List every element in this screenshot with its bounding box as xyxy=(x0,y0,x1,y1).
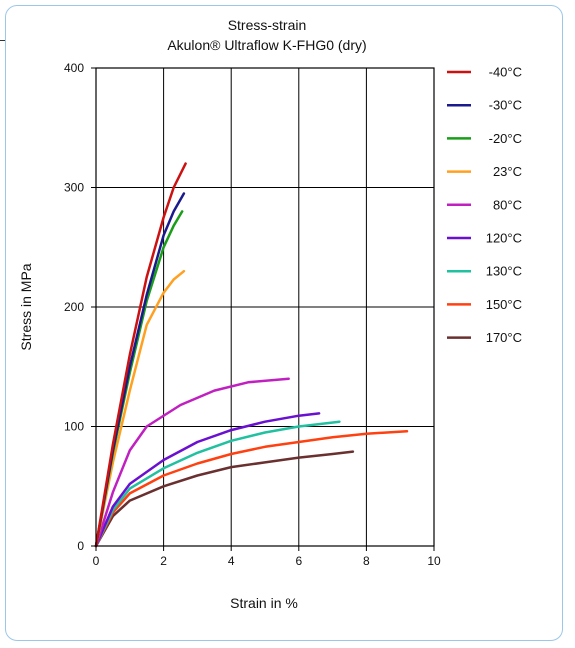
legend-label: 130°C xyxy=(486,264,522,279)
legend-label: 150°C xyxy=(486,297,522,312)
legend: -40°C -30°C -20°C 23°C 80°C 120°C 130°C 150°C 17… xyxy=(447,65,522,345)
x-tick-labels: 0 2 4 6 8 10 xyxy=(93,546,441,568)
series-line xyxy=(94,450,355,548)
y-axis-label: Stress in MPa xyxy=(18,263,34,350)
series-line xyxy=(94,412,321,548)
legend-label: 23°C xyxy=(493,164,522,179)
y-tick-label: 100 xyxy=(64,420,84,434)
x-tick-label: 8 xyxy=(363,554,370,568)
corner-mark xyxy=(0,40,5,41)
legend-label: 120°C xyxy=(486,231,522,246)
y-tick-labels: 0 100 200 300 400 xyxy=(64,61,96,553)
chart-subtitle: Akulon® Ultraflow K-FHG0 (dry) xyxy=(167,37,366,53)
x-tick-label: 0 xyxy=(93,554,100,568)
series-line xyxy=(94,269,186,548)
grid xyxy=(95,67,435,547)
x-axis-label: Strain in % xyxy=(230,595,298,611)
legend-label: 80°C xyxy=(493,197,522,212)
legend-label: -30°C xyxy=(489,98,522,113)
series-line xyxy=(94,420,341,548)
chart-title: Stress-strain xyxy=(228,17,307,33)
series-line xyxy=(94,162,187,548)
y-tick-label: 400 xyxy=(64,61,84,75)
y-tick-label: 200 xyxy=(64,300,84,314)
legend-label: -20°C xyxy=(489,131,522,146)
y-tick-label: 0 xyxy=(77,539,84,553)
series-line xyxy=(94,192,186,548)
legend-label: 170°C xyxy=(486,330,522,345)
legend-label: -40°C xyxy=(489,65,522,80)
y-tick-label: 300 xyxy=(64,181,84,195)
series-lines xyxy=(94,162,409,548)
x-tick-label: 4 xyxy=(228,554,235,568)
x-tick-label: 6 xyxy=(295,554,302,568)
x-tick-label: 2 xyxy=(160,554,167,568)
x-tick-label: 10 xyxy=(427,554,441,568)
series-line xyxy=(94,377,290,548)
series-line xyxy=(94,430,409,548)
